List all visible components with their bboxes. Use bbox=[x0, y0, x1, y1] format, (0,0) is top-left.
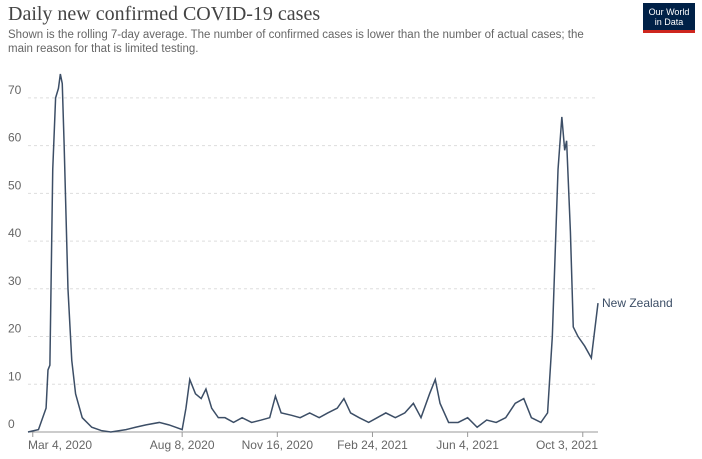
logo-text: in Data bbox=[655, 17, 684, 27]
y-tick-label: 20 bbox=[8, 322, 22, 336]
y-tick-label: 60 bbox=[8, 131, 22, 145]
chart-title: Daily new confirmed COVID-19 cases bbox=[8, 3, 320, 25]
x-tick-label: Nov 16, 2020 bbox=[242, 438, 314, 452]
x-tick-label: Oct 3, 2021 bbox=[536, 438, 598, 452]
line bbox=[27, 73, 599, 433]
subtitle: Shown is the rolling 7-day average. The … bbox=[8, 29, 584, 41]
logo bbox=[643, 3, 695, 33]
x-tick-label: Jun 4, 2021 bbox=[436, 438, 499, 452]
y-tick-label: 40 bbox=[8, 226, 22, 240]
logo-bar bbox=[643, 30, 695, 33]
logo-text: Our World bbox=[649, 7, 690, 17]
y-tick-label: 50 bbox=[8, 178, 22, 192]
legend-label: New Zealand bbox=[602, 296, 673, 310]
y-tick-label: 10 bbox=[8, 369, 22, 383]
y-tick-label: 30 bbox=[8, 274, 22, 288]
x-tick-label: Aug 8, 2020 bbox=[150, 438, 215, 452]
y-tick-label: 0 bbox=[8, 417, 15, 431]
x-tick-label: Mar 4, 2020 bbox=[28, 438, 92, 452]
x-tick-label: Feb 24, 2021 bbox=[337, 438, 408, 452]
y-tick-label: 70 bbox=[8, 83, 22, 97]
subtitle: main reason for that is limited testing. bbox=[8, 43, 198, 55]
